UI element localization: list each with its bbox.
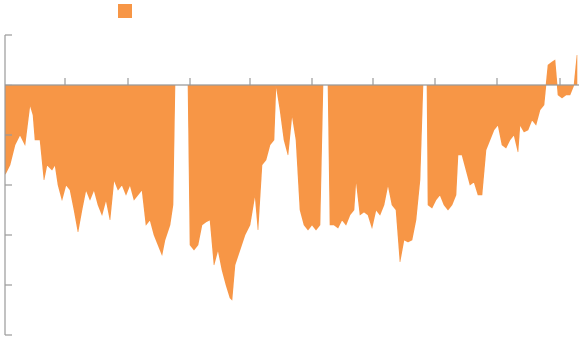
legend-swatch — [118, 4, 132, 18]
area — [4, 54, 578, 301]
